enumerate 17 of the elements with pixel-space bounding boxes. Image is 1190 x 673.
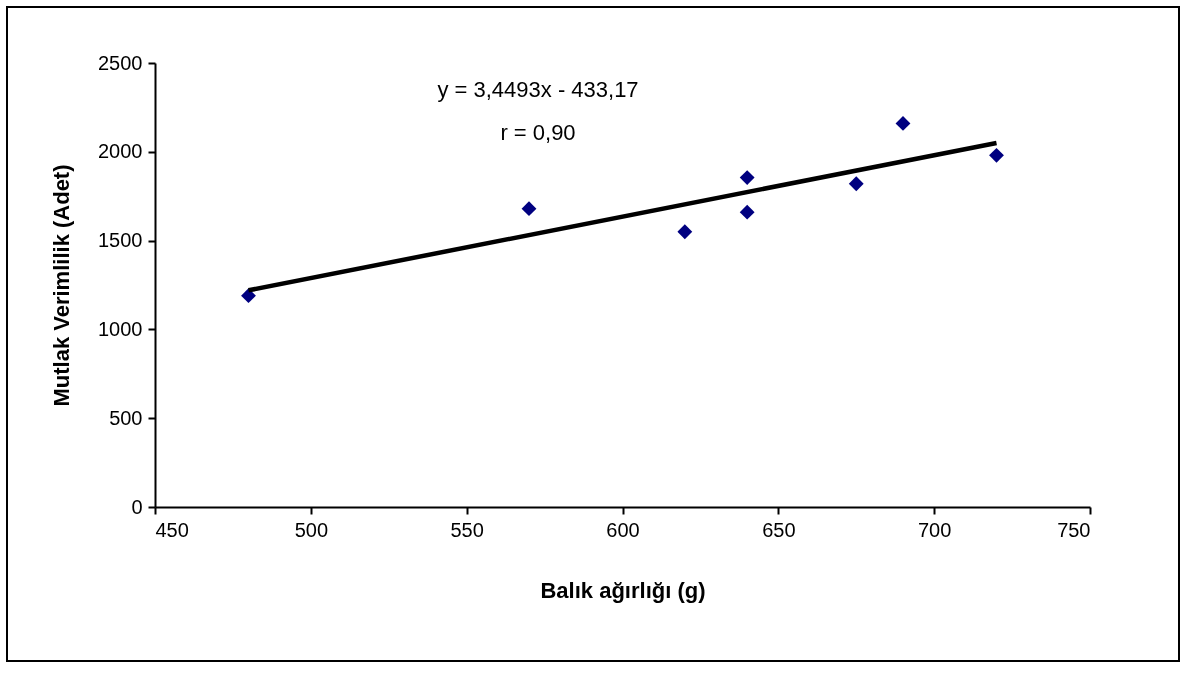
annotation: y = 3,4493x - 433,17 [437, 77, 639, 102]
x-axis-title: Balık ağırlığı (g) [540, 577, 706, 603]
y-tick-label: 0 [131, 495, 143, 518]
y-tick-label: 2000 [98, 140, 143, 163]
x-tick-label: 700 [917, 518, 952, 541]
x-tick-label: 650 [762, 518, 796, 541]
x-tick-label: 600 [606, 518, 640, 541]
x-tick-label: 450 [155, 518, 189, 541]
y-tick-label: 2500 [98, 51, 143, 74]
x-tick-label: 500 [294, 518, 329, 541]
x-tick-label: 550 [450, 518, 484, 541]
y-tick-label: 1000 [98, 317, 143, 340]
y-axis-title: Mutlak Verimlilik (Adet) [49, 164, 75, 407]
annotation: r = 0,90 [500, 120, 576, 145]
x-tick-label: 750 [1057, 518, 1091, 541]
y-tick-label: 1500 [98, 229, 143, 252]
y-tick-label: 500 [109, 406, 143, 429]
